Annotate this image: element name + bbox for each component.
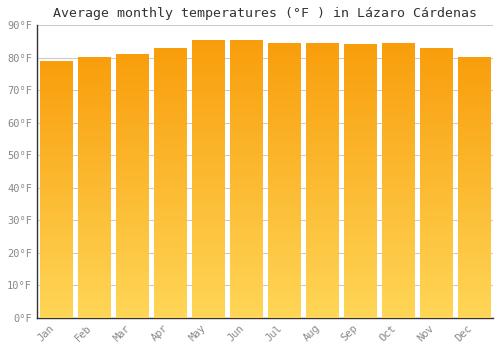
Title: Average monthly temperatures (°F ) in Lázaro Cárdenas: Average monthly temperatures (°F ) in Lá… (53, 7, 477, 20)
Bar (268, 43, 300, 318)
Bar (116, 55, 148, 318)
Bar (344, 45, 376, 318)
Bar (230, 40, 262, 318)
Bar (154, 48, 186, 318)
Bar (382, 43, 414, 318)
Bar (192, 40, 224, 318)
Bar (420, 48, 452, 318)
Bar (306, 43, 338, 318)
Bar (78, 58, 110, 318)
Bar (458, 58, 490, 318)
Bar (40, 61, 72, 318)
